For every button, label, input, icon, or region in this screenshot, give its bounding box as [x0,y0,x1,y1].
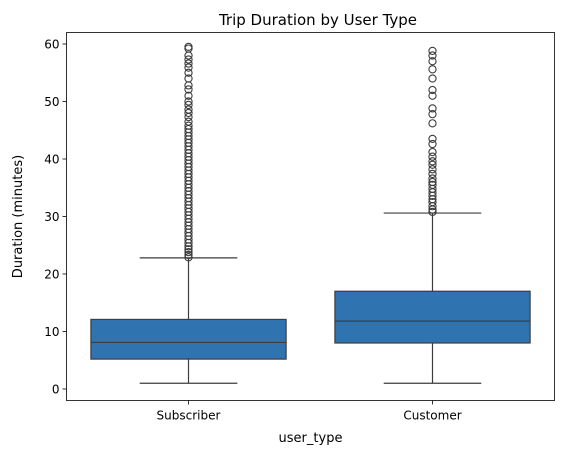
x-axis-label: user_type [279,431,343,446]
y-tick-label: 50 [44,95,59,109]
outlier-point [184,247,193,257]
outlier-point [428,134,437,144]
box-iqr [90,318,287,360]
x-tick-label-subscriber: Subscriber [157,409,221,423]
outlier-point [428,65,437,74]
outlier-point [184,42,193,52]
outlier-point [184,68,193,77]
outlier-point [184,108,193,118]
y-tick-label: 10 [44,325,59,339]
box-iqr [334,290,531,344]
outlier-point [428,119,437,128]
outlier-point [184,74,193,83]
outlier-point [428,157,437,166]
outlier-point [428,174,437,183]
outlier-point [428,207,437,217]
outlier-point [184,250,193,260]
box-group-customer [334,46,531,384]
outlier-point [428,139,437,149]
outlier-point [428,152,437,161]
outlier-point [184,121,193,130]
y-tick-label: 30 [44,210,59,224]
plot-area [90,42,531,384]
outlier-point [428,165,437,174]
outlier-point [428,110,437,119]
x-tick-label-customer: Customer [403,409,461,423]
y-tick-label: 20 [44,268,59,282]
y-tick-label: 60 [44,38,59,52]
outlier-point [428,180,437,190]
outlier-point [184,91,193,100]
outlier-point [428,177,437,187]
outlier-point [428,57,437,66]
y-tick-label: 40 [44,153,59,167]
outlier-point [428,91,437,100]
outlier-point [428,147,437,157]
outlier-point [428,46,437,56]
outlier-point [184,55,193,64]
outlier-point [184,105,193,114]
outlier-point [184,253,193,262]
outlier-point [184,100,193,110]
outlier-point [184,85,193,94]
outlier-point [184,59,193,68]
outlier-point [184,63,193,72]
chart-title: Trip Duration by User Type [218,11,417,29]
y-axis-label: Duration (minutes) [11,155,26,278]
outlier-point [428,104,437,113]
outlier-point [428,169,437,179]
outlier-point [184,117,193,126]
outlier-point [428,197,437,207]
outlier-point [428,160,437,169]
outlier-point [428,51,437,60]
box-group-subscriber [90,42,287,384]
outlier-point [184,245,193,254]
outlier-point [184,97,193,106]
outlier-point [428,85,437,95]
axes: Subscriber Customer 0 10 20 30 40 50 60 [44,38,461,423]
outlier-point [428,74,437,83]
y-tick-label: 0 [52,383,60,397]
